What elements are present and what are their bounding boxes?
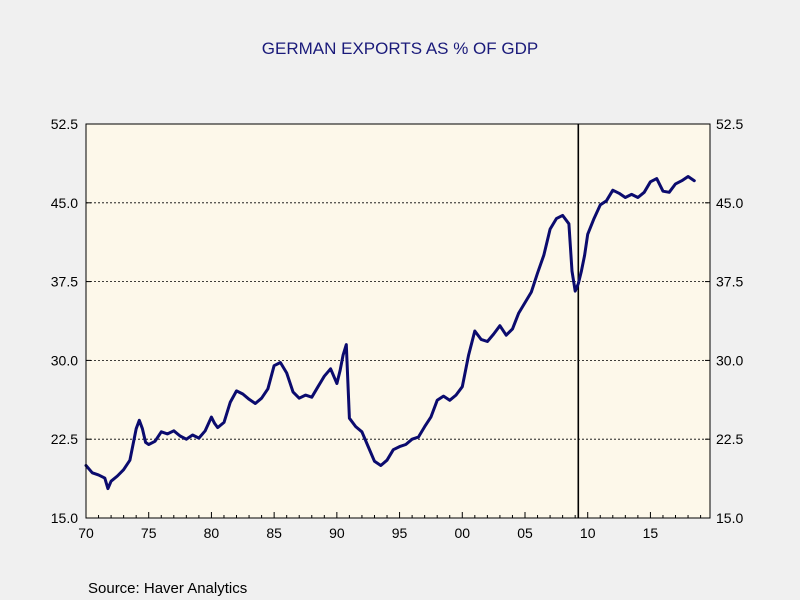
series-line bbox=[84, 175, 696, 491]
x-tick-label: 00 bbox=[454, 525, 470, 541]
plot-area bbox=[85, 123, 711, 519]
series-layer bbox=[84, 175, 696, 491]
x-tick-label: 15 bbox=[643, 525, 659, 541]
y-tick-label-right: 22.5 bbox=[716, 431, 743, 447]
y-tick-label-right: 37.5 bbox=[716, 274, 743, 290]
y-tick-label-left: 45.0 bbox=[51, 195, 78, 211]
y-tick-label-left: 37.5 bbox=[51, 274, 78, 290]
chart-title: GERMAN EXPORTS AS % OF GDP bbox=[262, 39, 538, 58]
x-tick-label: 95 bbox=[392, 525, 408, 541]
plot-border bbox=[85, 123, 711, 519]
source-note: Source: Haver Analytics bbox=[88, 580, 247, 597]
y-tick-label-left: 52.5 bbox=[51, 116, 78, 132]
y-tick-label-left: 22.5 bbox=[51, 431, 78, 447]
x-tick-label: 10 bbox=[580, 525, 596, 541]
axis-labels: 15.0 15.0 22.5 22.5 30.0 30.0 37.5 37.5 45.0 45.0… bbox=[51, 116, 744, 541]
y-tick-label-left: 15.0 bbox=[51, 510, 78, 526]
y-tick-label-right: 52.5 bbox=[716, 116, 743, 132]
x-tick-label: 75 bbox=[141, 525, 157, 541]
x-tick-label: 80 bbox=[204, 525, 220, 541]
x-tick-label: 70 bbox=[78, 525, 94, 541]
y-tick-label-right: 30.0 bbox=[716, 352, 743, 368]
y-tick-label-left: 30.0 bbox=[51, 352, 78, 368]
x-tick-label: 85 bbox=[266, 525, 282, 541]
y-tick-label-right: 45.0 bbox=[716, 195, 743, 211]
x-tick-label: 90 bbox=[329, 525, 345, 541]
x-tick-label: 05 bbox=[517, 525, 533, 541]
y-tick-label-right: 15.0 bbox=[716, 510, 743, 526]
